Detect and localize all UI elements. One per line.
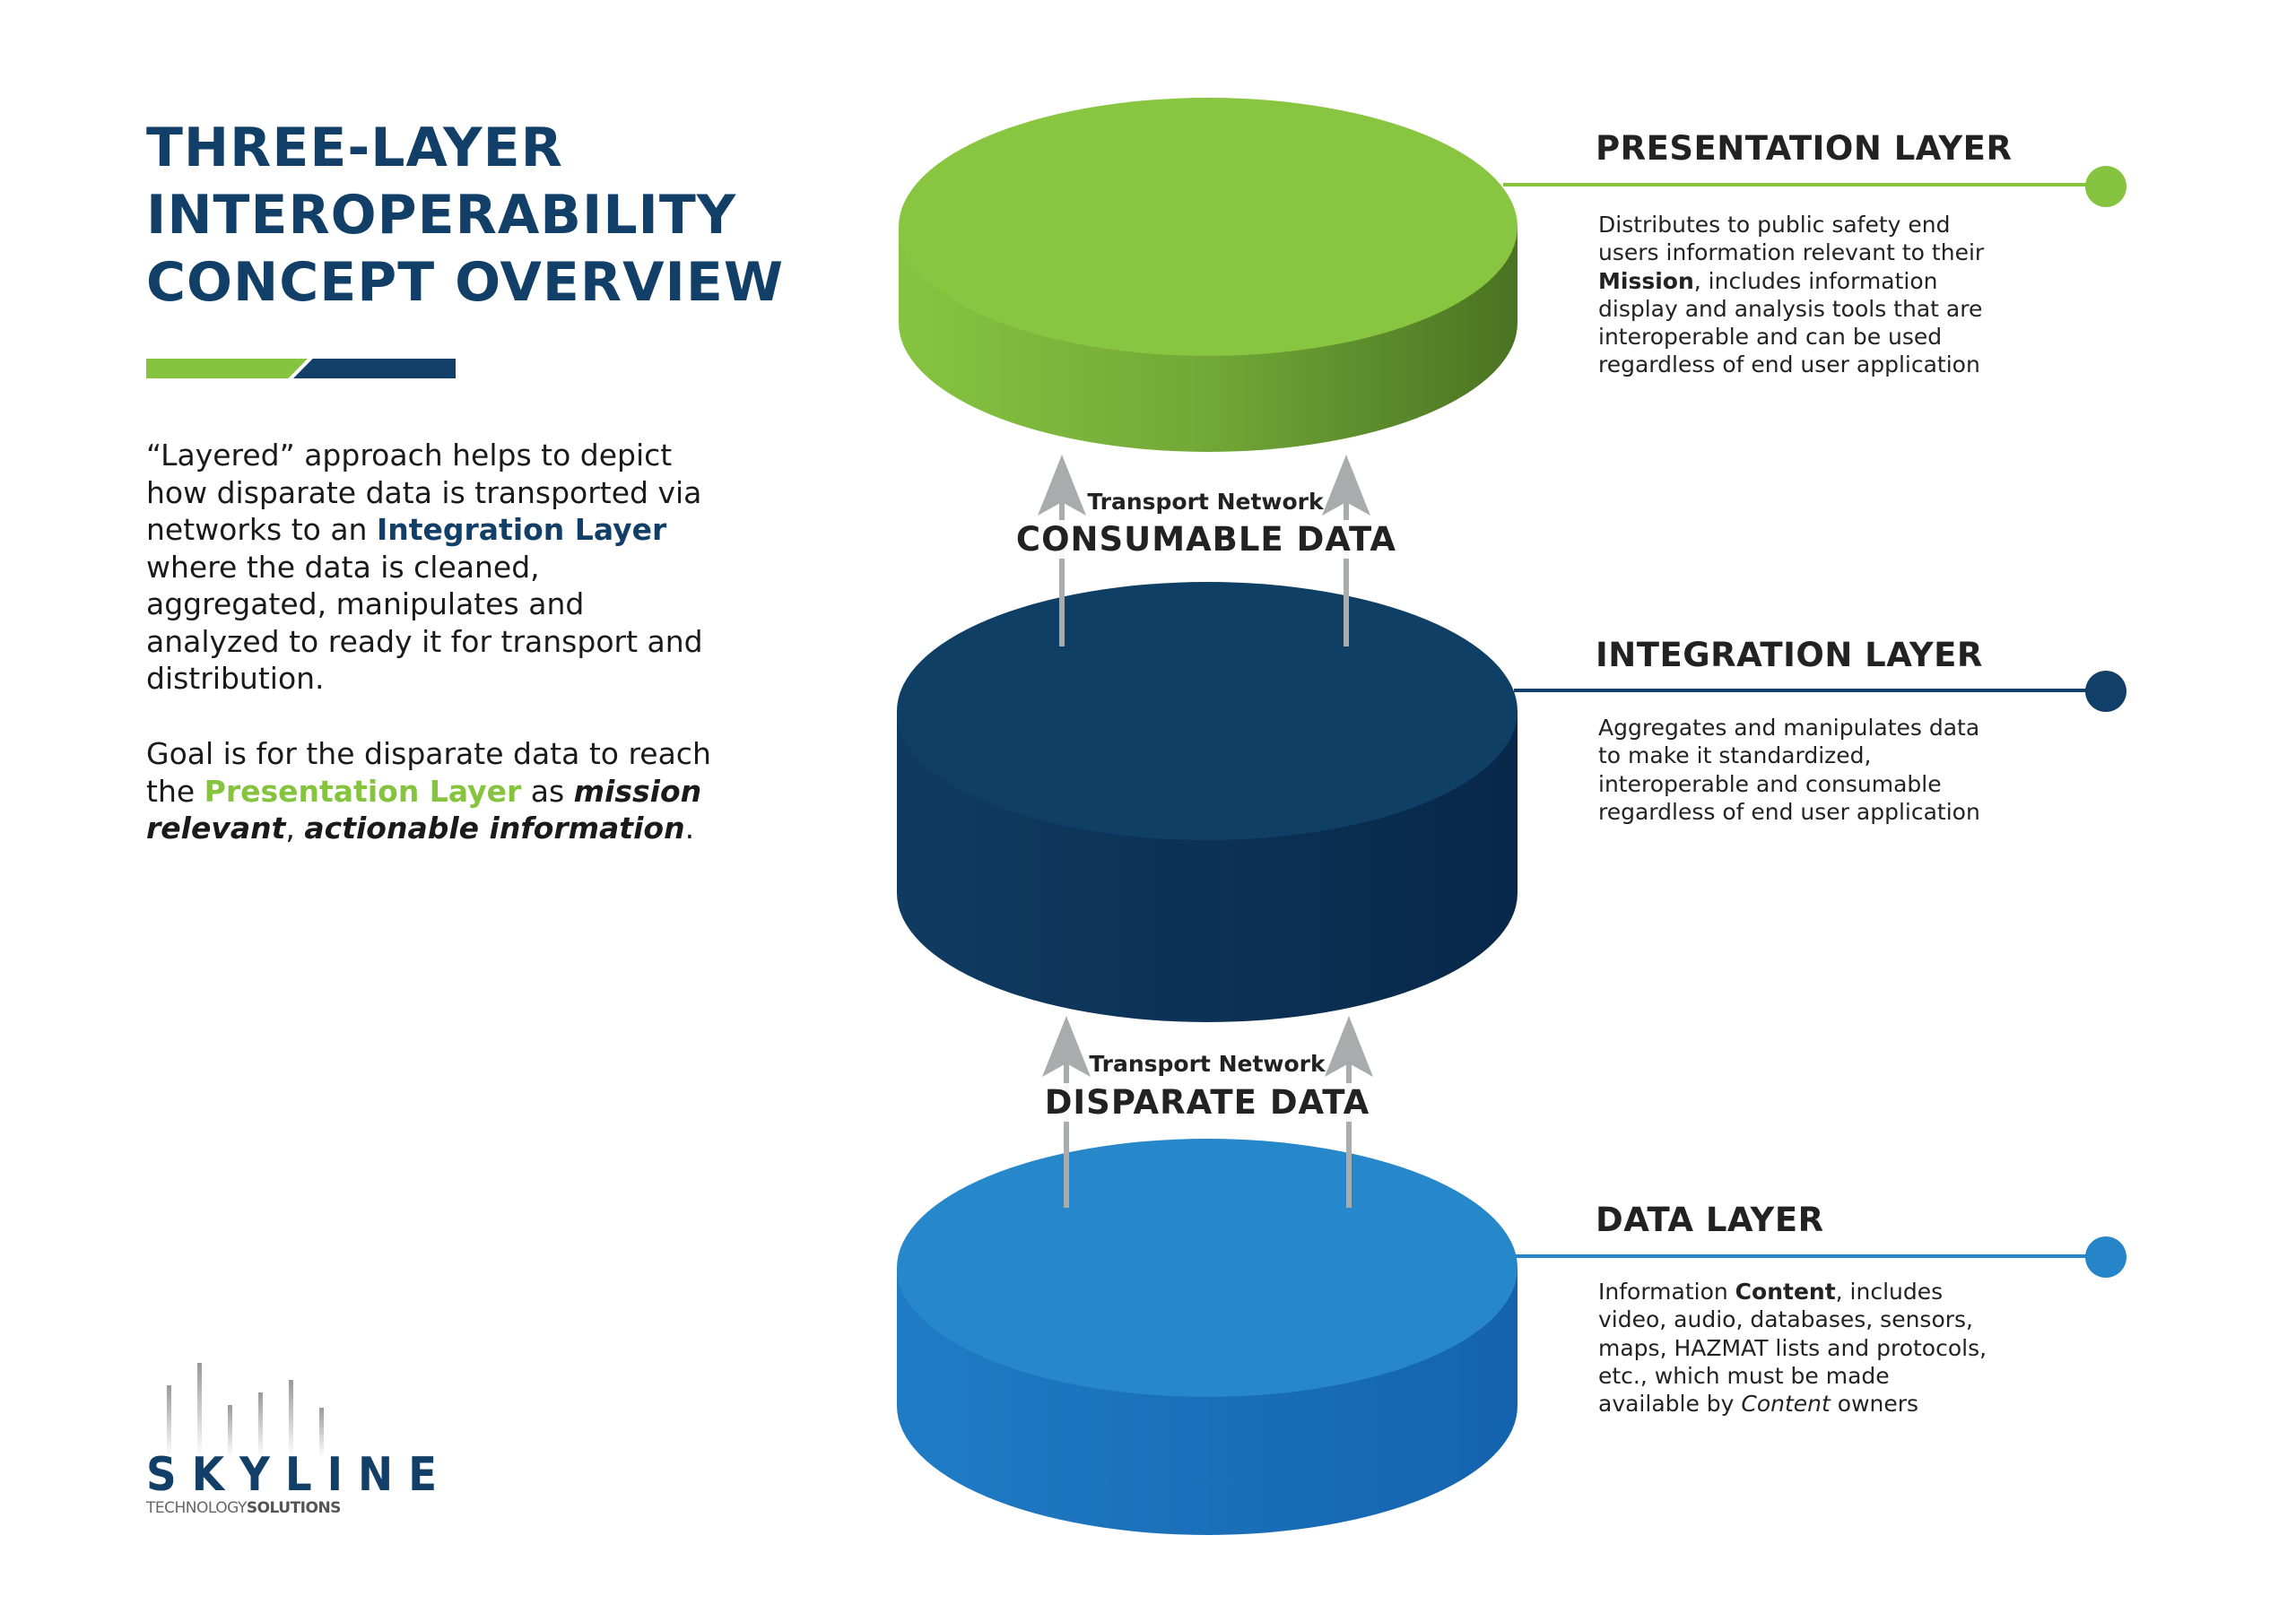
intro-text: , — [285, 811, 305, 846]
intro-text: “Layered” approach helps to depict how d… — [146, 438, 702, 547]
arrow-up-icon — [1325, 1016, 1373, 1208]
integration-layer-cylinder — [897, 582, 1518, 1022]
desc-text: Distributes to public safety end users i… — [1598, 212, 1985, 266]
desc-text: , includes information display and analy… — [1598, 267, 1983, 378]
arrow-up-icon — [1038, 455, 1086, 646]
desc-bold: Content — [1735, 1279, 1836, 1305]
transport-network-label: Transport Network — [1087, 489, 1324, 515]
intro-paragraph-2: Goal is for the disparate data to reach … — [146, 735, 720, 847]
arrow-up-icon — [1322, 455, 1370, 646]
integration-connector — [1514, 671, 2126, 712]
accent-bar-navy — [293, 359, 456, 378]
intro-text: . — [684, 811, 695, 846]
title-line: CONCEPT OVERVIEW — [146, 251, 785, 314]
disparate-data-label: DISPARATE DATA — [1026, 1083, 1388, 1122]
integration-layer-description: Aggregates and manipulates data to make … — [1598, 715, 1980, 825]
presentation-layer-description: Distributes to public safety end users i… — [1598, 211, 1993, 379]
integration-layer-highlight: Integration Layer — [376, 512, 667, 547]
data-connector — [1516, 1236, 2126, 1278]
arrow-up-icon — [1042, 1016, 1091, 1208]
intro-text: Goal is for the disparate data to reach … — [146, 736, 711, 809]
page-title: THREE-LAYER INTEROPERABILITY CONCEPT OVE… — [146, 115, 784, 317]
logo-subtitle: TECHNOLOGYSOLUTIONS — [146, 1499, 341, 1517]
transport-network-label: Transport Network — [1089, 1051, 1326, 1077]
title-line: THREE-LAYER — [146, 117, 563, 179]
desc-text: Information — [1598, 1279, 1735, 1305]
intro-text: as — [521, 773, 574, 809]
data-layer-cylinder — [897, 1139, 1518, 1535]
consumable-data-label: CONSUMABLE DATA — [997, 520, 1415, 559]
presentation-layer-highlight: Presentation Layer — [204, 773, 522, 809]
emphasis-text: mission relevant — [146, 773, 702, 846]
emphasis-text: actionable information — [304, 811, 685, 846]
data-layer-heading: DATA LAYER — [1596, 1201, 1824, 1239]
logo-sub-b: SOLUTIONS — [246, 1499, 342, 1517]
desc-italic: Content — [1741, 1391, 1831, 1418]
desc-bold: Mission — [1598, 267, 1694, 294]
data-layer-description: Information Content, includes video, aud… — [1598, 1278, 1993, 1418]
presentation-connector — [1503, 166, 2126, 207]
presentation-layer-heading: PRESENTATION LAYER — [1596, 129, 2013, 168]
logo-skyline-bars — [167, 1363, 324, 1457]
intro-paragraph-1: “Layered” approach helps to depict how d… — [146, 437, 720, 698]
presentation-layer-cylinder — [899, 98, 1518, 452]
intro-text: where the data is cleaned, aggregated, m… — [146, 549, 703, 697]
accent-bar-green — [146, 359, 308, 378]
logo-sub-a: TECHNOLOGY — [146, 1499, 247, 1517]
integration-layer-heading: INTEGRATION LAYER — [1596, 636, 1983, 674]
desc-text: , includes video, audio, databases, sens… — [1598, 1279, 1987, 1418]
title-line: INTEROPERABILITY — [146, 184, 737, 247]
logo-wordmark: SKYLINE — [146, 1448, 453, 1502]
desc-text: owners — [1830, 1391, 1919, 1418]
